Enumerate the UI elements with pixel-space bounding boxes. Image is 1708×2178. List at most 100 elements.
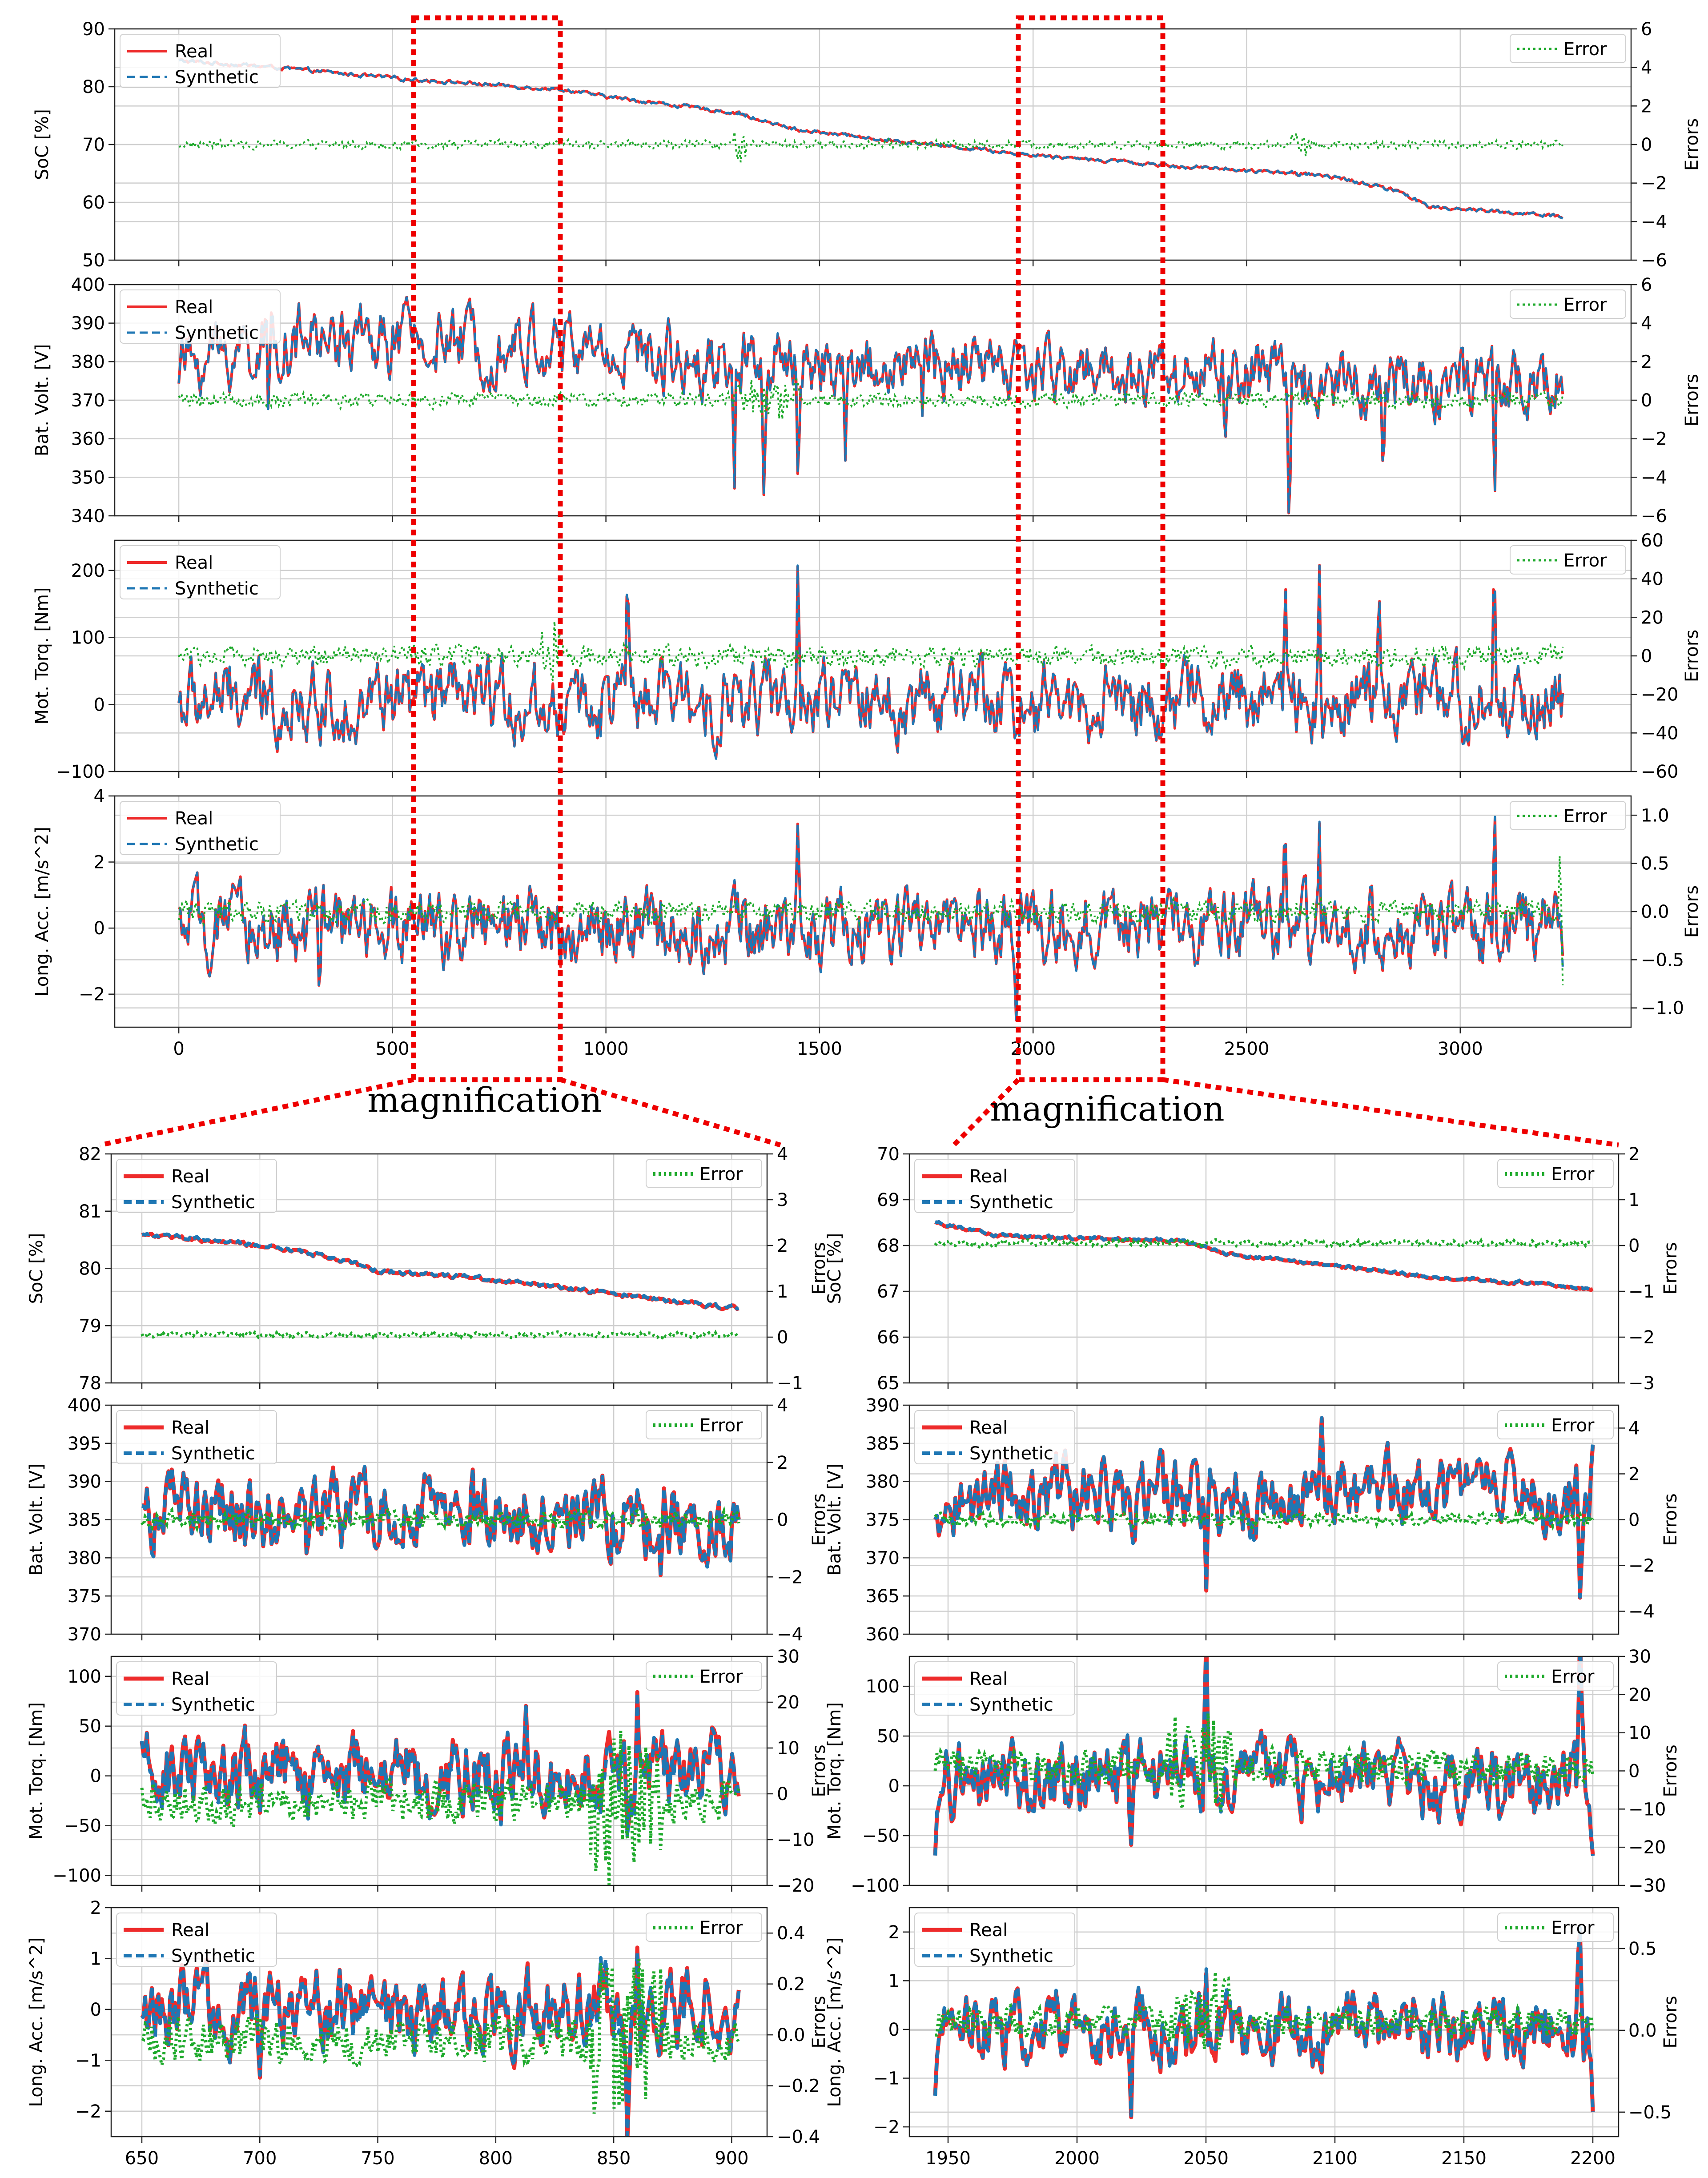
y-tick-label: 0 <box>90 1766 101 1787</box>
y2-tick-label: 10 <box>1628 1723 1651 1744</box>
subplot-left-acc: −2 −1 0 1 2 −0.4 −0.2 0.0 0.2 0.4 650 700 750 800 850 9… <box>26 1898 829 2169</box>
legend-left: Real Synthetic <box>914 1661 1075 1716</box>
y2-tick-label: 20 <box>1641 607 1664 628</box>
series-synthetic-line <box>141 1232 739 1311</box>
y2-tick-label: −2 <box>1641 429 1667 450</box>
y-tick-label: 350 <box>71 467 105 488</box>
legend-error-label: Error <box>1551 1667 1595 1687</box>
series-group <box>177 816 1564 1023</box>
x-tick-label: 1950 <box>925 2148 971 2169</box>
plot-frame <box>908 1153 1620 1384</box>
series-error-line <box>934 1508 1594 1531</box>
series-group <box>140 1690 741 1885</box>
y-tick-label: 370 <box>71 390 105 411</box>
legend-real-label: Real <box>175 297 213 317</box>
y-tick-label: 81 <box>79 1202 101 1222</box>
legend-error-label: Error <box>1563 551 1607 571</box>
legend-right: Error <box>646 1661 762 1691</box>
legend-real-label: Real <box>175 41 213 62</box>
x-tick-label: 750 <box>361 2148 394 2169</box>
y-tick-label: 0 <box>94 695 105 715</box>
y2-tick-label: 0.4 <box>777 1923 805 1944</box>
legend-synthetic-label: Synthetic <box>175 323 259 343</box>
series-group <box>177 564 1564 760</box>
y2-tick-label: −4 <box>1628 1602 1655 1622</box>
legend-synthetic-label: Synthetic <box>171 1192 255 1213</box>
y-tick-label: −100 <box>52 1866 101 1886</box>
legend-box <box>120 801 281 855</box>
y2-tick-label: 2 <box>777 1453 788 1473</box>
x-tick-label: 500 <box>375 1039 409 1059</box>
x-tick-label: 900 <box>715 2148 748 2169</box>
y2-tick-label: −1.0 <box>1641 998 1684 1019</box>
y2-tick-label: −30 <box>1628 1876 1666 1896</box>
y2-tick-label: −10 <box>777 1830 814 1850</box>
y-tick-label: 375 <box>68 1586 101 1607</box>
series-error-line <box>140 1731 740 1885</box>
series-synthetic-line <box>933 1416 1595 1599</box>
subplot-right-soc: 65 66 67 68 69 70 −3 −2 −1 0 1 2 SoC [%] Errors Real Sy… <box>824 1144 1681 1394</box>
legend-real-label: Real <box>175 553 213 573</box>
y2-tick-label: 10 <box>777 1738 800 1759</box>
x-tick-label: 700 <box>243 2148 277 2169</box>
legend-box <box>646 1913 762 1942</box>
magnification-label-right: magnification <box>990 1089 1224 1129</box>
y2-axis-label: Errors <box>1660 1493 1681 1546</box>
legend-synthetic-label: Synthetic <box>175 67 259 88</box>
y-tick-label: 385 <box>68 1510 101 1531</box>
legend-box <box>120 34 281 88</box>
y2-tick-label: −6 <box>1641 250 1667 271</box>
y2-tick-label: −40 <box>1641 723 1678 743</box>
series-group <box>934 1220 1594 1292</box>
y-tick-label: 1 <box>90 1949 101 1969</box>
series-error-line <box>178 621 1564 681</box>
y-tick-label: 100 <box>866 1676 900 1697</box>
y-tick-label: 370 <box>866 1548 900 1568</box>
y2-tick-label: 0 <box>777 1327 788 1348</box>
x-tick-label: 650 <box>125 2148 159 2169</box>
subplot-right-volt: 360 365 370 375 380 385 390 −4 −2 0 2 4 Bat. Volt. [… <box>824 1395 1681 1645</box>
y-tick-label: 68 <box>877 1236 900 1256</box>
magnify-box-right <box>1016 15 1165 1082</box>
magnify-box-left <box>411 15 563 1082</box>
legend-box <box>646 1159 762 1188</box>
y2-tick-label: −20 <box>1641 685 1678 705</box>
y-tick-label: 360 <box>71 429 105 450</box>
y2-tick-label: 2 <box>1628 1464 1640 1485</box>
legend-error-label: Error <box>699 1918 743 1938</box>
legend-box <box>914 1661 1075 1716</box>
y2-tick-label: 1.0 <box>1641 805 1669 826</box>
y2-tick-label: 0 <box>1628 1236 1640 1256</box>
series-synthetic-line <box>178 816 1564 1023</box>
legend-right: Error <box>1497 1159 1614 1188</box>
y2-tick-label: 0.2 <box>777 1974 805 1995</box>
y2-tick-label: −6 <box>1641 506 1667 526</box>
y2-tick-label: 30 <box>777 1647 800 1667</box>
legend-real-label: Real <box>969 1920 1008 1941</box>
y-tick-label: 385 <box>866 1434 900 1454</box>
series-group <box>933 1656 1595 1856</box>
y-axis-label: Long. Acc. [m/s^2] <box>32 827 52 997</box>
legend-synthetic-label: Synthetic <box>969 1946 1053 1966</box>
y-tick-label: 400 <box>71 275 105 295</box>
y-tick-label: 60 <box>82 193 105 213</box>
legend-left: Real Synthetic <box>914 1410 1075 1464</box>
y-tick-label: 0 <box>94 918 105 939</box>
series-group <box>140 1945 741 2137</box>
legend-synthetic-label: Synthetic <box>171 1695 255 1715</box>
y2-tick-label: 60 <box>1641 530 1664 551</box>
y-tick-label: 66 <box>877 1327 900 1348</box>
y-tick-label: 80 <box>82 77 105 97</box>
y2-tick-label: 0 <box>1628 1510 1640 1531</box>
y-tick-label: 390 <box>68 1472 101 1492</box>
x-tick-label: 800 <box>479 2148 513 2169</box>
legend-left: Real Synthetic <box>116 1661 277 1716</box>
y2-tick-label: 4 <box>1641 313 1652 334</box>
magnification-overlay: magnification magnification <box>99 15 1619 1148</box>
subplot-right-acc: −2 −1 0 1 2 −0.5 0.0 0.5 1950 2000 2050 2100 2150 220… <box>824 1907 1681 2169</box>
y-axis-label: SoC [%] <box>824 1233 845 1304</box>
